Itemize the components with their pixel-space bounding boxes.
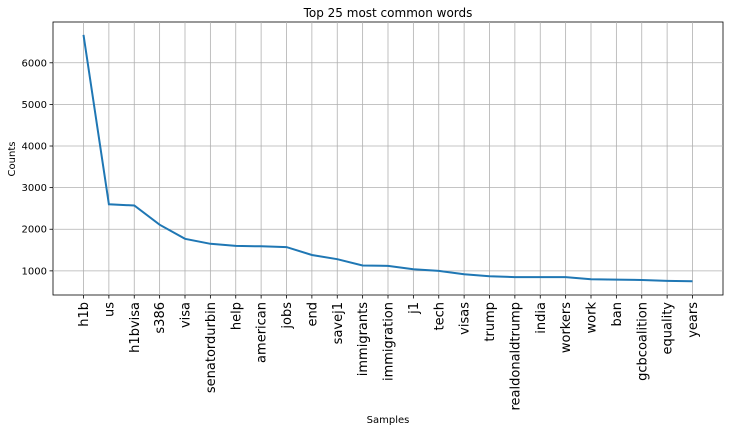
- series-line: [82, 34, 693, 283]
- x-tick-label: help: [229, 302, 244, 330]
- x-tick-label: tech: [432, 302, 447, 330]
- x-tick-label: realdonaldtrump: [508, 302, 523, 411]
- y-tick-label: 1000: [22, 266, 47, 277]
- x-tick-label: india: [534, 302, 549, 334]
- grid: [53, 22, 723, 295]
- x-tick-label: senatordurbin: [204, 302, 219, 393]
- x-tick-label: workers: [559, 302, 574, 353]
- x-tick-label: us: [102, 302, 117, 317]
- x-tick-label: gcbcoalition: [635, 302, 650, 381]
- y-tick-label: 6000: [22, 58, 47, 69]
- x-tick-label: savej1: [331, 302, 346, 344]
- x-ticks: h1b us h1bvisa s386 visa senatordurbin help ame…: [77, 295, 701, 411]
- x-tick-label: visa: [179, 302, 194, 328]
- x-tick-label: s386: [153, 302, 168, 334]
- x-tick-label: end: [305, 302, 320, 327]
- y-tick-label: 4000: [22, 142, 47, 153]
- x-tick-label: american: [255, 302, 270, 363]
- x-tick-label: jobs: [280, 302, 295, 330]
- x-tick-label: ban: [610, 302, 625, 326]
- x-tick-label: immigrants: [356, 302, 371, 376]
- y-ticks: 1000 2000 3000 4000 5000 6000: [22, 58, 53, 277]
- y-tick-label: 2000: [22, 225, 47, 236]
- x-tick-label: h1bvisa: [128, 302, 143, 353]
- x-tick-label: visas: [458, 302, 473, 335]
- x-tick-label: h1b: [77, 302, 92, 327]
- x-tick-label: years: [686, 302, 701, 338]
- chart-title: Top 25 most common words: [303, 6, 473, 20]
- y-tick-label: 5000: [22, 100, 47, 111]
- x-tick-label: work: [585, 302, 600, 334]
- y-axis-label: Counts: [7, 142, 18, 177]
- x-tick-label: trump: [483, 302, 498, 342]
- x-axis-label: Samples: [367, 415, 410, 426]
- x-tick-label: immigration: [382, 302, 397, 381]
- x-tick-label: equality: [661, 302, 676, 355]
- x-tick-label: j1: [407, 302, 422, 315]
- y-tick-label: 3000: [22, 183, 47, 194]
